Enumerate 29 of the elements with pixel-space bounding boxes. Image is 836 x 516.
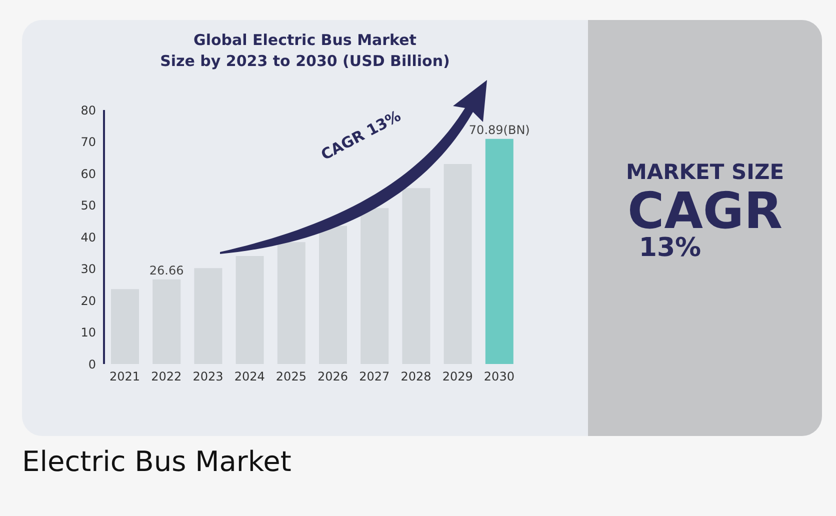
bar: [402, 188, 430, 364]
y-tick-label: 60: [80, 166, 96, 181]
x-tick-label: 2029: [442, 370, 473, 384]
y-tick-label: 10: [80, 326, 96, 340]
x-tick-label: 2023: [192, 370, 224, 384]
chart-title: Global Electric Bus Market Size by 2023 to 2030 (USD Billion): [159, 30, 451, 72]
bar: [360, 208, 389, 364]
x-tick-label: 2021: [110, 370, 140, 384]
y-tick-label: 30: [80, 262, 96, 276]
text: Electric Bus Market: [22, 445, 292, 478]
x-tick-label: 2027: [359, 370, 390, 384]
y-tick-label: 70: [80, 135, 96, 150]
x-tick-label: 2025: [276, 370, 306, 384]
x-tick-label: 2026: [318, 370, 348, 384]
y-tick-label: 20: [80, 294, 96, 308]
y-tick-label: 50: [80, 198, 96, 213]
y-tick-label: 40: [80, 230, 96, 244]
y-tick-label: 0: [88, 357, 96, 372]
bar: [485, 138, 514, 364]
text: MARKET SIZE: [624, 160, 786, 184]
x-tick-label: 2030: [484, 370, 514, 384]
bar: [319, 226, 347, 364]
bar: [277, 242, 306, 364]
x-tick-label: 2028: [400, 370, 432, 384]
y-tick-label: 80: [80, 103, 96, 118]
x-tick-label: 2024: [234, 370, 265, 384]
data-label: 26.66: [149, 263, 184, 278]
data-label: 70.89(BN): [468, 122, 530, 137]
x-tick-label: 2022: [151, 370, 182, 384]
